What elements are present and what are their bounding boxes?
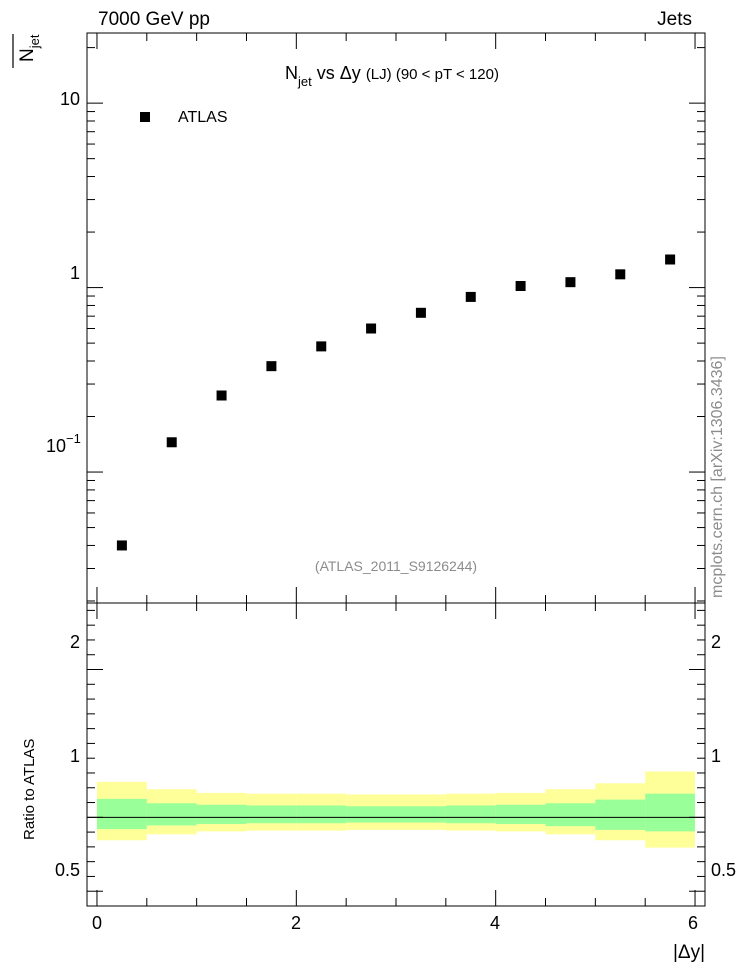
ratio-band-inner bbox=[246, 805, 297, 824]
x-tick-label-6: 6 bbox=[688, 913, 698, 933]
ratio-bands bbox=[96, 771, 696, 848]
chart-title: Njet vs Δy (LJ) (90 < pT < 120) bbox=[285, 63, 499, 89]
y-tick-label-10: 10 bbox=[60, 89, 80, 109]
x-tick-label-4: 4 bbox=[490, 913, 500, 933]
data-point bbox=[266, 361, 277, 372]
ratio-band-inner bbox=[445, 805, 496, 824]
ratio-y-tick-label-2-right: 2 bbox=[711, 632, 721, 652]
main-y-tick-labels: 10 1 10 −1 bbox=[46, 89, 81, 456]
ratio-band-inner bbox=[495, 804, 546, 824]
y-tick-label-1: 1 bbox=[70, 263, 80, 283]
data-point bbox=[465, 291, 476, 302]
data-point bbox=[316, 341, 327, 352]
svg-text:Njet: Njet bbox=[17, 34, 42, 62]
ratio-y-tick-label-0.5-right: 0.5 bbox=[711, 860, 736, 880]
ratio-band-inner bbox=[595, 799, 646, 830]
x-axis-label: |Δy| bbox=[673, 942, 705, 963]
data-point bbox=[615, 269, 626, 280]
data-point bbox=[415, 307, 426, 318]
ratio-y-axis-label: Ratio to ATLAS bbox=[21, 739, 38, 840]
legend-marker-atlas bbox=[140, 112, 150, 122]
watermark: mcplots.cern.ch [arXiv:1306.3436] bbox=[709, 356, 726, 598]
y-tick-label-0.1-exponent: −1 bbox=[66, 431, 81, 446]
x-tick-label-0: 0 bbox=[92, 913, 102, 933]
ratio-band-inner bbox=[396, 806, 446, 823]
ratio-y-tick-label-0.5-left: 0.5 bbox=[55, 860, 80, 880]
ratio-band-inner bbox=[296, 805, 347, 824]
x-tick-label-2: 2 bbox=[291, 913, 301, 933]
ratio-band-inner bbox=[196, 804, 247, 824]
main-axes bbox=[87, 33, 705, 603]
y-tick-label-0.1: 10 bbox=[46, 436, 66, 456]
data-point bbox=[116, 540, 127, 551]
legend-label-atlas: ATLAS bbox=[178, 109, 228, 126]
ratio-axes bbox=[87, 603, 705, 906]
ratio-band-inner bbox=[146, 803, 197, 826]
ratio-y-tick-label-1-left: 1 bbox=[70, 746, 80, 766]
data-point bbox=[665, 254, 676, 265]
data-point bbox=[216, 390, 227, 401]
data-point bbox=[515, 281, 526, 292]
ratio-band-inner bbox=[645, 793, 696, 832]
ratio-plot-frame bbox=[86, 602, 706, 907]
ratio-y-tick-label-1-right: 1 bbox=[711, 746, 721, 766]
data-point bbox=[565, 277, 576, 288]
legend: ATLAS bbox=[140, 109, 228, 126]
ratio-band-inner bbox=[545, 803, 596, 827]
ratio-y-tick-label-2-left: 2 bbox=[70, 632, 80, 652]
ratio-band-inner bbox=[96, 798, 147, 830]
y-axis-label: Njet bbox=[12, 34, 42, 68]
reference-label: (ATLAS_2011_S9126244) bbox=[315, 558, 477, 574]
energy-label: 7000 GeV pp bbox=[98, 9, 210, 30]
ratio-band-inner bbox=[346, 806, 396, 823]
data-series-atlas bbox=[116, 254, 676, 551]
data-point bbox=[166, 437, 177, 448]
category-label: Jets bbox=[657, 9, 692, 30]
data-point bbox=[366, 323, 377, 334]
